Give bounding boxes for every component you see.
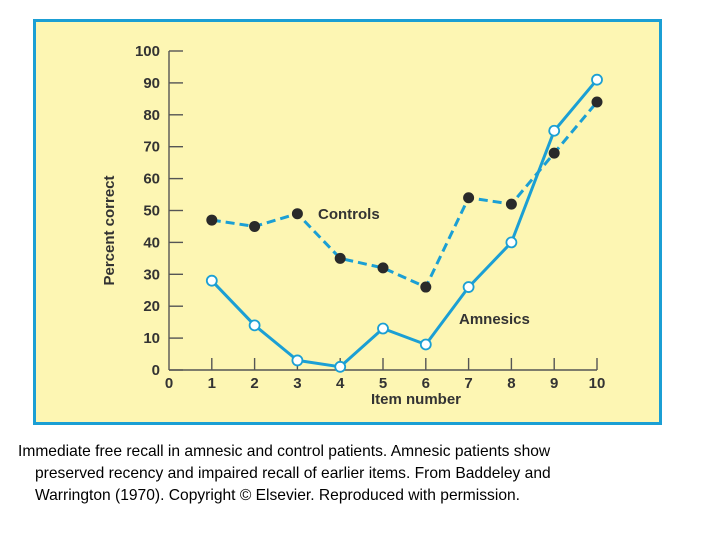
- data-point-amnesics-9: [548, 124, 561, 137]
- y-axis-title: Percent correct: [101, 175, 118, 285]
- data-point-amnesics-6: [419, 338, 432, 351]
- series-line-amnesics: [210, 78, 599, 369]
- y-tick-label-80: 80: [143, 107, 160, 124]
- y-tick-label-50: 50: [143, 203, 160, 220]
- y-tick-label-60: 60: [143, 171, 160, 188]
- x-axis-title: Item number: [371, 391, 461, 408]
- x-tick-label-0: 0: [165, 375, 173, 392]
- data-point-controls-5: [377, 262, 389, 274]
- data-point-controls-2: [249, 220, 261, 232]
- data-point-amnesics-4: [334, 360, 347, 373]
- figure-caption: Immediate free recall in amnesic and con…: [18, 441, 708, 507]
- x-tick-label-6: 6: [422, 375, 430, 392]
- data-point-controls-1: [206, 214, 218, 226]
- x-tick-label-3: 3: [293, 375, 301, 392]
- line-chart: 0 10 20 30 40 50 60 70 80 90 100 0 1 2 3 4 5 6 7 8 9 10 Item n…: [101, 43, 606, 408]
- caption-line-1: Immediate free recall in amnesic and con…: [18, 443, 551, 460]
- x-tick-label-10: 10: [589, 375, 606, 392]
- data-point-amnesics-7: [462, 281, 475, 293]
- data-point-controls-6: [420, 281, 432, 293]
- data-point-controls-3: [291, 208, 303, 220]
- data-point-amnesics-5: [377, 322, 389, 335]
- series-label-controls: Controls: [318, 206, 380, 223]
- y-tick-label-30: 30: [143, 266, 160, 283]
- data-point-controls-7: [463, 192, 475, 204]
- data-point-controls-9: [548, 147, 560, 159]
- x-tick-label-8: 8: [507, 375, 515, 392]
- figure-panel: 0 10 20 30 40 50 60 70 80 90 100 0 1 2 3 4 5 6 7 8 9 10 Item n…: [33, 19, 662, 425]
- series-label-amnesics: Amnesics: [459, 311, 530, 328]
- x-tick-label-5: 5: [379, 375, 387, 392]
- x-tick-label-1: 1: [208, 375, 216, 392]
- data-point-amnesics-1: [205, 274, 218, 287]
- series-line-controls: [211, 101, 599, 289]
- y-tick-label-40: 40: [143, 234, 160, 251]
- data-point-amnesics-3: [291, 354, 304, 367]
- y-tick-label-20: 20: [143, 298, 160, 315]
- y-tick-label-0: 0: [152, 362, 160, 379]
- caption-line-3: Warrington (1970). Copyright © Elsevier.…: [35, 487, 520, 504]
- y-tick-label-70: 70: [143, 139, 160, 156]
- data-point-amnesics-8: [505, 236, 518, 249]
- data-point-controls-10: [591, 96, 603, 108]
- caption-line-2: preserved recency and impaired recall of…: [35, 465, 551, 482]
- y-tick-label-10: 10: [143, 330, 160, 347]
- data-point-amnesics-2: [248, 319, 261, 332]
- data-point-controls-4: [334, 252, 346, 264]
- y-tick-label-100: 100: [135, 43, 160, 60]
- x-tick-label-7: 7: [464, 375, 472, 392]
- data-point-controls-8: [505, 198, 517, 210]
- y-tick-label-90: 90: [143, 75, 160, 92]
- x-tick-label-9: 9: [550, 375, 558, 392]
- data-point-amnesics-10: [591, 73, 603, 86]
- x-tick-label-4: 4: [336, 375, 345, 392]
- x-tick-label-2: 2: [250, 375, 258, 392]
